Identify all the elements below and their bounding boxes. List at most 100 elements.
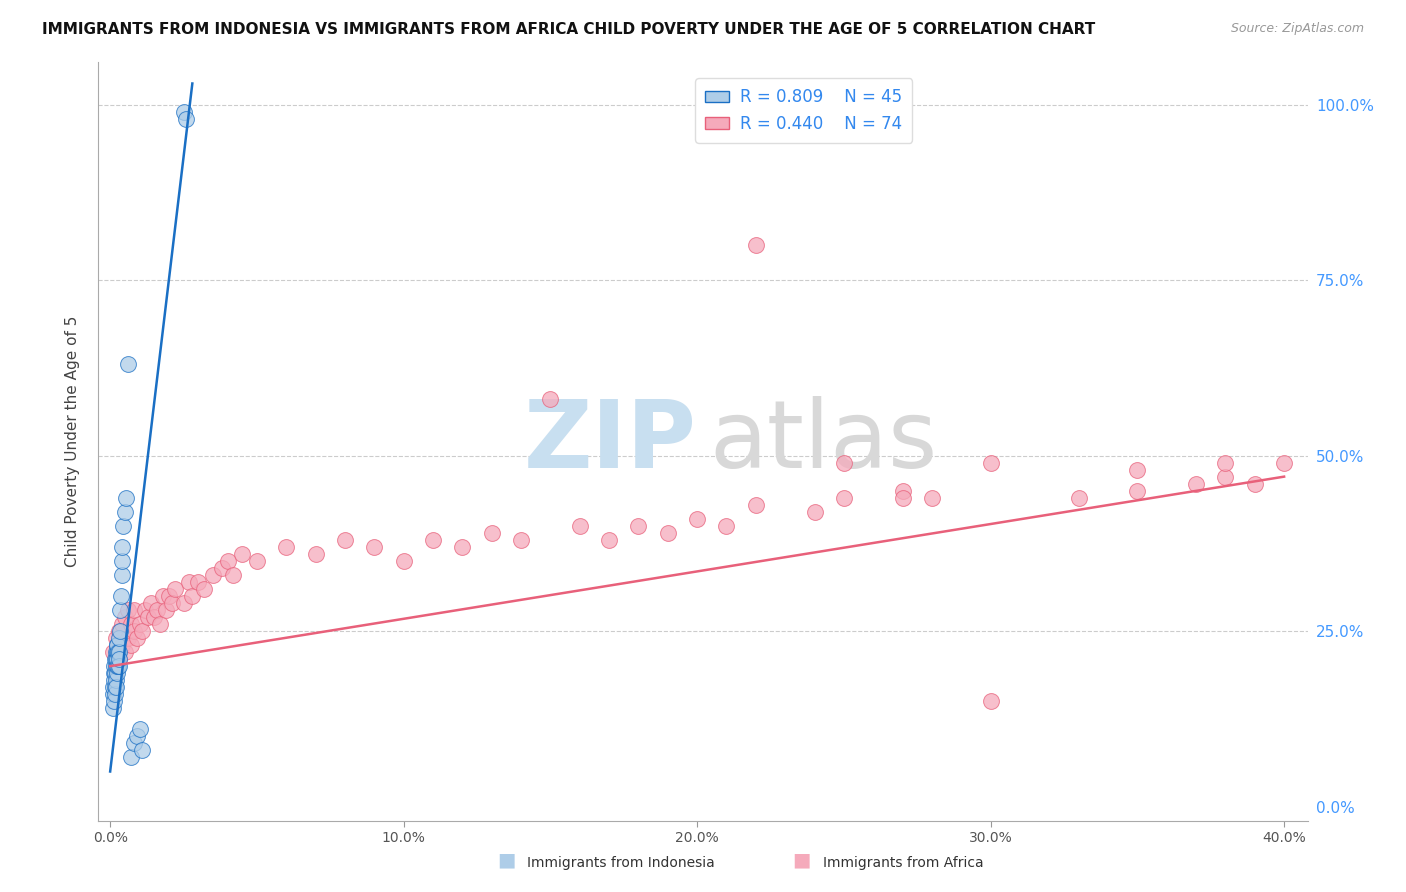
Point [538,392,561,407]
Point [1067,491,1090,505]
Point [105,638,128,652]
Point [122,624,145,639]
Point [163,582,186,596]
Point [157,589,180,603]
Point [114,645,136,659]
Point [921,491,943,505]
Point [832,456,855,470]
Point [141,596,163,610]
Point [101,701,124,715]
Point [276,540,298,554]
Point [832,491,855,505]
Point [1243,476,1265,491]
Point [125,730,148,744]
Y-axis label: Child Poverty Under the Age of 5: Child Poverty Under the Age of 5 [65,316,80,567]
Point [105,666,128,681]
Point [134,603,156,617]
Text: ZIP: ZIP [524,395,697,488]
Point [173,104,195,119]
Point [111,568,134,582]
Point [686,512,709,526]
Point [110,589,132,603]
Point [143,610,166,624]
Text: IMMIGRANTS FROM INDONESIA VS IMMIGRANTS FROM AFRICA CHILD POVERTY UNDER THE AGE : IMMIGRANTS FROM INDONESIA VS IMMIGRANTS … [42,22,1095,37]
Point [108,624,131,639]
Point [105,645,128,659]
Point [201,568,224,582]
Point [128,723,150,737]
Point [122,736,145,750]
Point [217,554,239,568]
Point [451,540,474,554]
Point [120,750,142,764]
Point [716,518,738,533]
Point [657,525,679,540]
Point [105,631,128,645]
Point [187,574,209,589]
Point [125,631,148,645]
Point [101,645,124,659]
Text: Immigrants from Indonesia: Immigrants from Indonesia [527,855,716,870]
Point [304,547,326,561]
Point [117,631,139,645]
Point [803,505,825,519]
Point [980,694,1002,708]
Point [980,456,1002,470]
Point [160,596,183,610]
Point [101,687,124,701]
Point [108,652,131,666]
Point [568,518,591,533]
Point [108,652,131,666]
Point [122,603,145,617]
Text: ■: ■ [792,851,811,870]
Point [149,617,172,632]
Point [105,652,128,666]
Point [891,491,914,505]
Point [392,554,415,568]
Legend: R = 0.809    N = 45, R = 0.440    N = 74: R = 0.809 N = 45, R = 0.440 N = 74 [695,78,912,143]
Point [104,666,127,681]
Point [105,659,128,673]
Text: Immigrants from Africa: Immigrants from Africa [823,855,983,870]
Point [108,631,131,645]
Point [1215,469,1237,483]
Point [173,596,195,610]
Point [108,659,131,673]
Point [111,617,134,632]
Point [108,645,131,659]
Point [114,610,136,624]
Point [112,518,135,533]
Point [103,694,125,708]
Point [101,680,124,694]
Point [120,617,142,632]
Point [107,659,129,673]
Point [146,603,169,617]
Point [627,518,650,533]
Point [211,561,233,575]
Point [193,582,215,596]
Point [510,533,533,547]
Point [111,638,134,652]
Point [105,645,128,659]
Point [107,652,129,666]
Point [891,483,914,498]
Text: ■: ■ [496,851,516,870]
Point [422,533,444,547]
Point [115,491,138,505]
Point [181,589,204,603]
Point [128,617,150,632]
Point [111,540,134,554]
Point [1272,456,1295,470]
Point [131,743,153,757]
Point [176,112,198,126]
Point [103,680,125,694]
Point [117,357,139,371]
Point [246,554,269,568]
Text: atlas: atlas [709,395,938,488]
Point [105,659,128,673]
Point [745,238,768,252]
Point [745,498,768,512]
Point [120,638,142,652]
Point [1126,462,1149,476]
Point [363,540,385,554]
